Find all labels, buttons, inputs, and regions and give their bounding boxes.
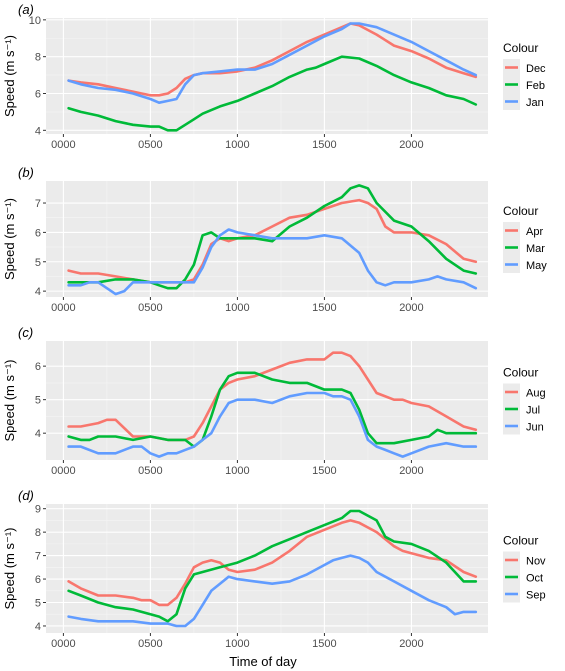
y-tick-label: 8 <box>35 527 41 539</box>
y-tick-label: 6 <box>35 227 41 239</box>
series-line-nov <box>67 519 478 607</box>
legend-label: Mar <box>526 243 545 255</box>
x-tick-label: 2000 <box>399 465 423 477</box>
panel-label: (c) <box>18 325 33 340</box>
legend-label: May <box>526 260 547 272</box>
y-axis-label: Speed (m s⁻¹) <box>2 35 17 117</box>
legend-label: Jan <box>526 97 544 109</box>
x-tick-label: 1500 <box>312 465 336 477</box>
x-tick-label: 0000 <box>51 302 75 314</box>
legend-label: Feb <box>526 80 545 92</box>
x-tick-label: 1500 <box>312 638 336 650</box>
y-tick-label: 9 <box>35 504 41 516</box>
series-line-jun <box>67 391 478 458</box>
y-tick-label: 6 <box>35 88 41 100</box>
y-tick-label: 8 <box>35 52 41 64</box>
y-tick-label: 10 <box>29 15 41 27</box>
series-line-feb <box>67 55 478 132</box>
y-axis-label: Speed (m s⁻¹) <box>2 198 17 280</box>
x-axis-label: Time of day <box>229 654 297 669</box>
series-line-may <box>67 228 478 296</box>
y-axis-label: Speed (m s⁻¹) <box>2 528 17 610</box>
x-tick-label: 0500 <box>138 302 162 314</box>
series-line-jul <box>67 371 478 448</box>
y-tick-label: 4 <box>35 286 41 298</box>
plot-background <box>46 18 488 134</box>
panel-label: (b) <box>18 165 34 180</box>
y-tick-label: 4 <box>35 621 41 633</box>
y-tick-label: 6 <box>35 574 41 586</box>
legend-label: Jun <box>526 422 544 434</box>
y-tick-label: 5 <box>35 395 41 407</box>
series-line-oct <box>67 509 478 623</box>
x-tick-label: 0000 <box>51 638 75 650</box>
y-tick-label: 6 <box>35 361 41 373</box>
series-line-sep <box>67 554 478 628</box>
y-tick-label: 5 <box>35 598 41 610</box>
series-line-jan <box>67 22 478 104</box>
panel-2: 0000 0500 1000 1500 2000 4 5 6 7 (b) Speed (m s⁻¹)… <box>2 165 547 314</box>
panel-1: 0000 0500 1000 1500 2000 4 6 8 10(a) Speed (m s⁻¹… <box>2 2 546 151</box>
panel-3: 0000 0500 1000 1500 2000 4 5 6 (c) Speed (m s⁻¹) C… <box>2 325 546 477</box>
x-tick-label: 0000 <box>51 465 75 477</box>
x-tick-label: 0500 <box>138 465 162 477</box>
panel-label: (d) <box>18 488 34 503</box>
plot-background <box>46 504 488 633</box>
y-tick-label: 5 <box>35 257 41 269</box>
legend-label: Oct <box>526 573 543 585</box>
x-tick-label: 1000 <box>225 302 249 314</box>
legend-label: Sep <box>526 590 546 602</box>
legend-label: Apr <box>526 226 543 238</box>
x-tick-label: 0000 <box>51 139 75 151</box>
legend-title: Colour <box>503 204 538 218</box>
x-tick-label: 1500 <box>312 302 336 314</box>
legend-label: Jul <box>526 405 540 417</box>
legend-label: Aug <box>526 388 546 400</box>
y-tick-label: 7 <box>35 198 41 210</box>
x-tick-label: 1500 <box>312 139 336 151</box>
y-axis-label: Speed (m s⁻¹) <box>2 360 17 442</box>
x-tick-label: 0500 <box>138 139 162 151</box>
x-tick-label: 1000 <box>225 465 249 477</box>
legend-title: Colour <box>503 366 538 380</box>
y-tick-label: 7 <box>35 551 41 563</box>
legend-label: Dec <box>526 63 546 75</box>
panel-label: (a) <box>18 2 34 17</box>
x-tick-label: 1000 <box>225 638 249 650</box>
legend-title: Colour <box>503 41 538 55</box>
x-tick-label: 2000 <box>399 139 423 151</box>
plot-background <box>46 341 488 460</box>
legend-label: Nov <box>526 556 546 568</box>
x-tick-label: 0500 <box>138 638 162 650</box>
x-tick-label: 2000 <box>399 302 423 314</box>
y-tick-label: 4 <box>35 125 41 137</box>
panel-4: 0000 0500 1000 1500 2000 4 5 6 7 8 9(d) Speed (m s⁻… <box>2 488 546 650</box>
y-tick-label: 4 <box>35 428 41 440</box>
x-tick-label: 1000 <box>225 139 249 151</box>
x-tick-label: 2000 <box>399 638 423 650</box>
series-line-aug <box>67 351 478 442</box>
legend-title: Colour <box>503 534 538 548</box>
